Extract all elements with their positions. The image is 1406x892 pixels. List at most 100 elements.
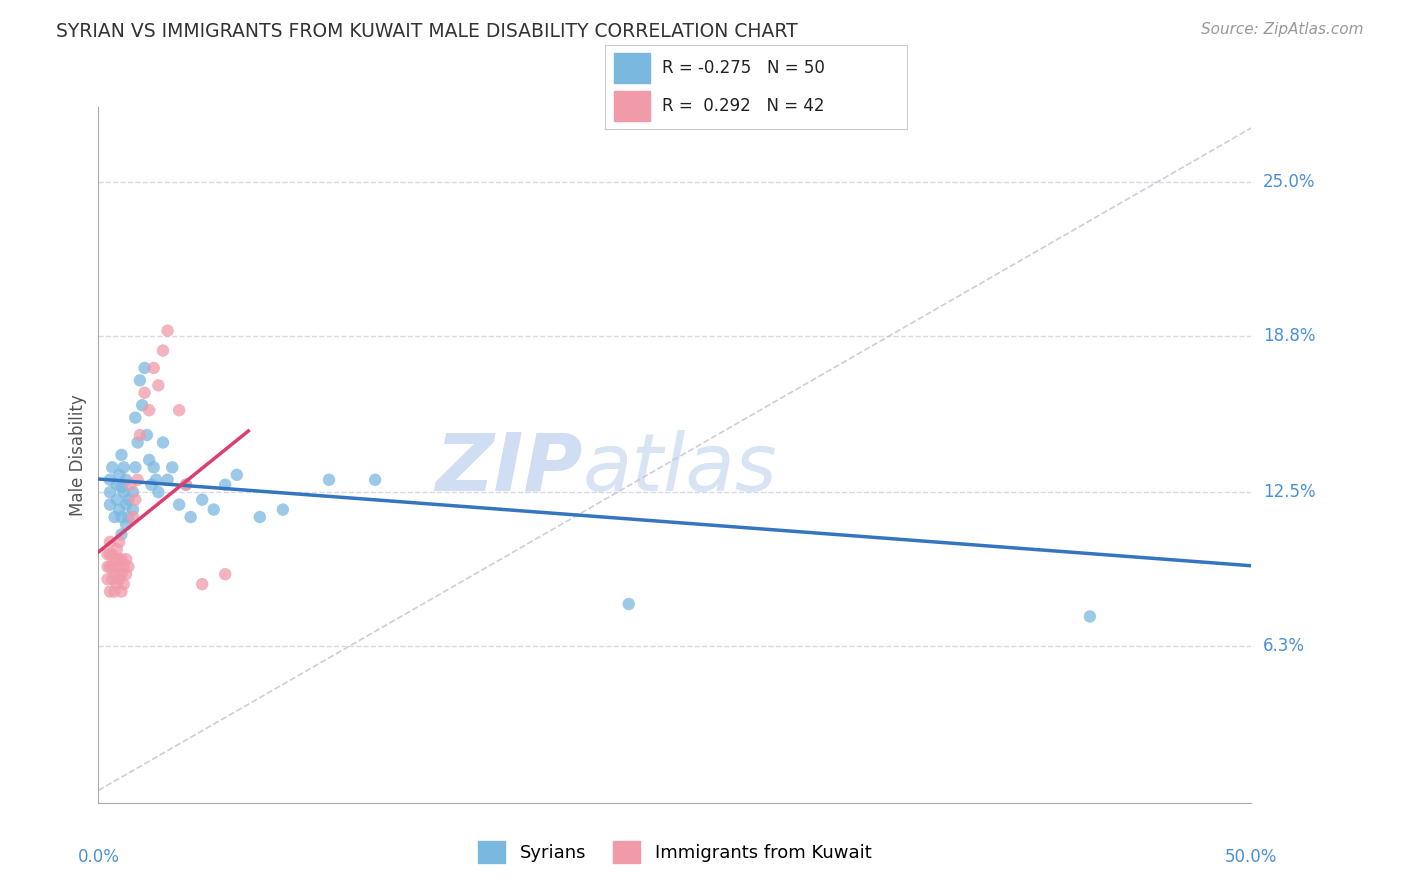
Point: [117, 510, 139, 524]
Point: [145, 473, 167, 487]
Point: [110, 480, 132, 494]
Point: [202, 502, 225, 516]
Point: [1078, 609, 1101, 624]
Point: [127, 435, 149, 450]
Point: [120, 477, 142, 491]
Point: [214, 477, 236, 491]
Bar: [613, 54, 650, 83]
Point: [98, 559, 121, 574]
Point: [115, 517, 138, 532]
Point: [97, 559, 120, 574]
Point: [124, 410, 146, 425]
Legend: Syrians, Immigrants from Kuwait: Syrians, Immigrants from Kuwait: [471, 834, 879, 871]
Point: [105, 492, 128, 507]
Point: [167, 403, 190, 417]
Point: [110, 552, 132, 566]
Text: 25.0%: 25.0%: [1263, 172, 1316, 191]
Point: [122, 502, 145, 516]
Point: [138, 403, 160, 417]
Point: [122, 485, 145, 500]
Text: Source: ZipAtlas.com: Source: ZipAtlas.com: [1201, 22, 1364, 37]
Text: ZIP: ZIP: [436, 430, 582, 508]
Point: [191, 577, 214, 591]
Point: [134, 361, 156, 376]
Point: [160, 460, 183, 475]
Point: [110, 567, 132, 582]
Point: [225, 467, 247, 482]
Point: [103, 552, 125, 566]
Point: [152, 435, 174, 450]
Point: [103, 510, 125, 524]
Point: [105, 559, 128, 574]
Point: [617, 597, 640, 611]
Point: [129, 428, 152, 442]
Point: [115, 473, 138, 487]
Text: SYRIAN VS IMMIGRANTS FROM KUWAIT MALE DISABILITY CORRELATION CHART: SYRIAN VS IMMIGRANTS FROM KUWAIT MALE DI…: [56, 22, 799, 41]
Point: [152, 343, 174, 358]
Point: [174, 477, 197, 491]
Point: [112, 460, 135, 475]
Point: [101, 460, 124, 475]
Point: [101, 547, 124, 561]
Point: [124, 492, 146, 507]
Y-axis label: Male Disability: Male Disability: [69, 394, 87, 516]
Text: 18.8%: 18.8%: [1263, 326, 1316, 344]
Point: [105, 477, 128, 491]
Bar: [613, 91, 650, 120]
Text: R =  0.292   N = 42: R = 0.292 N = 42: [662, 97, 824, 115]
Point: [108, 572, 131, 586]
Point: [108, 535, 131, 549]
Point: [110, 448, 132, 462]
Point: [103, 584, 125, 599]
Text: 6.3%: 6.3%: [1263, 637, 1305, 656]
Point: [110, 527, 132, 541]
Point: [98, 535, 121, 549]
Point: [115, 552, 138, 566]
Point: [112, 577, 135, 591]
Point: [135, 428, 157, 442]
Point: [124, 460, 146, 475]
Point: [117, 559, 139, 574]
Point: [134, 385, 156, 400]
Point: [318, 473, 340, 487]
Point: [142, 361, 165, 376]
Point: [127, 473, 149, 487]
Point: [131, 398, 153, 412]
Text: R = -0.275   N = 50: R = -0.275 N = 50: [662, 59, 825, 77]
Point: [110, 510, 132, 524]
Point: [108, 467, 131, 482]
Text: atlas: atlas: [582, 430, 778, 508]
Point: [103, 567, 125, 582]
Point: [105, 577, 128, 591]
Point: [98, 547, 121, 561]
Point: [129, 373, 152, 387]
Point: [364, 473, 387, 487]
Point: [271, 502, 294, 516]
Point: [214, 567, 236, 582]
Point: [112, 485, 135, 500]
Point: [167, 498, 190, 512]
Point: [98, 485, 121, 500]
Point: [105, 542, 128, 557]
Point: [148, 378, 170, 392]
Point: [180, 510, 202, 524]
Point: [110, 584, 132, 599]
Point: [98, 473, 121, 487]
Point: [108, 502, 131, 516]
Point: [148, 485, 170, 500]
Point: [122, 510, 145, 524]
Point: [97, 547, 120, 561]
Text: 0.0%: 0.0%: [77, 847, 120, 865]
Point: [115, 567, 138, 582]
Point: [191, 492, 214, 507]
Point: [249, 510, 271, 524]
Point: [141, 477, 163, 491]
Point: [97, 572, 120, 586]
Text: 12.5%: 12.5%: [1263, 483, 1316, 501]
Point: [101, 559, 124, 574]
Point: [174, 477, 197, 491]
Point: [98, 498, 121, 512]
Text: 50.0%: 50.0%: [1225, 847, 1278, 865]
Point: [101, 572, 124, 586]
Point: [115, 498, 138, 512]
